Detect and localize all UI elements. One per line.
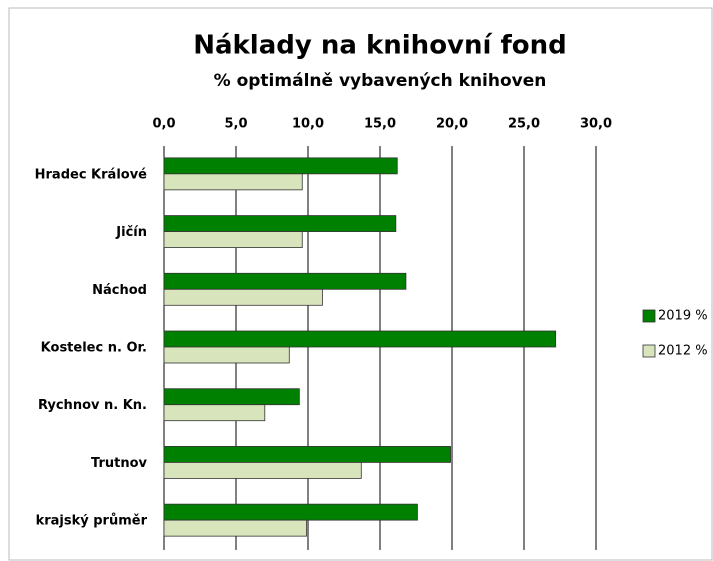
y-tick-label: krajský průměr [36, 514, 148, 529]
x-tick-label: 0,0 [152, 117, 175, 132]
legend-swatch [642, 309, 656, 323]
bar [163, 462, 362, 479]
y-tick-label: Hradec Králové [35, 167, 148, 182]
bar [163, 330, 557, 348]
y-tick-label: Rychnov n. Kn. [38, 398, 147, 413]
legend-swatch [642, 344, 656, 358]
y-tick-label: Kostelec n. Or. [41, 341, 147, 356]
x-tick-label: 15,0 [364, 117, 396, 132]
bar [163, 231, 303, 248]
chart-subtitle: % optimálně vybavených knihoven [214, 71, 547, 91]
bar [163, 272, 407, 290]
bar [163, 519, 307, 537]
x-tick-label: 20,0 [436, 117, 468, 132]
bar [163, 388, 300, 406]
bar [163, 346, 290, 364]
x-tick-label: 30,0 [580, 117, 612, 132]
bar [163, 503, 418, 521]
x-tick-label: 5,0 [224, 117, 247, 132]
x-tick-label: 10,0 [292, 117, 324, 132]
bar [163, 446, 451, 463]
bar [163, 173, 303, 191]
bar [163, 157, 398, 175]
x-tick-label: 25,0 [508, 117, 540, 132]
legend-label: 2019 % [658, 309, 708, 324]
bar [163, 215, 397, 232]
bar [163, 288, 323, 306]
y-tick-label: Jičín [115, 225, 147, 240]
legend-label: 2012 % [658, 344, 708, 359]
y-tick-label: Náchod [92, 283, 147, 298]
bar [163, 404, 266, 422]
y-tick-label: Trutnov [91, 456, 148, 471]
chart-title: Náklady na knihovní fond [193, 31, 567, 61]
